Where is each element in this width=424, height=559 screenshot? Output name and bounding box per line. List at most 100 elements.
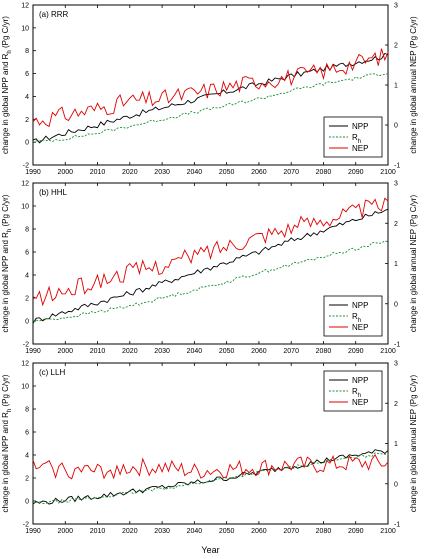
x-tick-label: 2040 [187,348,203,355]
y-tick-label-left: -2 [23,163,29,170]
x-tick-label: 2090 [348,348,364,355]
x-tick-label: 2020 [122,528,138,535]
y-tick-label-right: 3 [394,361,398,368]
x-tick-label: 1990 [25,528,41,535]
x-tick-label: 2020 [122,169,138,176]
y-tick-label-left: 2 [25,296,29,303]
x-tick-label: 2080 [316,528,332,535]
y-tick-label-left: 8 [25,227,29,234]
legend-label: NEP [352,398,368,407]
x-tick-label: 2010 [90,348,106,355]
x-tick-label: 2010 [90,169,106,176]
y-tick-label-left: 8 [25,407,29,414]
panel-label: (c) LLH [39,368,65,377]
x-axis-title: Year [201,545,219,555]
x-tick-label: 2100 [380,169,396,176]
y-tick-label-right: 0 [394,123,398,130]
y-axis-title-right: change in global annual NEP (Pg C/yr) [409,195,418,333]
y-tick-label-left: 6 [25,250,29,257]
x-tick-label: 2070 [283,169,299,176]
x-tick-label: 2030 [154,528,170,535]
x-tick-label: 2070 [283,348,299,355]
y-tick-label-right: 0 [394,481,398,488]
x-tick-label: 2090 [348,169,364,176]
y-tick-label-left: 10 [21,25,29,32]
x-tick-label: 2030 [154,348,170,355]
x-tick-label: 2030 [154,169,170,176]
panel-label: (b) HHL [39,188,68,197]
y-tick-label-left: -2 [23,342,29,349]
y-tick-label-right: 2 [394,401,398,408]
y-tick-label-right: 2 [394,221,398,228]
x-tick-label: 2100 [380,348,396,355]
x-tick-label: 2050 [219,169,235,176]
series-line-npp [32,449,389,505]
chart-panel-1: 1990 2000 2010 2020 2030 2040 2050 2060 2070 2080… [1,3,418,177]
y-axis-title-left: change in global NPP and Rh (Pg C/yr) [1,16,13,154]
y-axis-title-right: change in global annual NEP (Pg C/yr) [409,375,418,513]
y-tick-label-left: 0 [25,499,29,506]
y-tick-label-left: 4 [25,453,29,460]
x-tick-label: 2090 [348,528,364,535]
x-tick-label: 2060 [251,348,267,355]
y-tick-label-left: 0 [25,319,29,326]
series-line-nep [32,197,389,307]
x-tick-label: 2070 [283,528,299,535]
series-line-nep [32,48,389,128]
series-line-nep [32,454,389,480]
x-tick-label: 2100 [380,528,396,535]
y-tick-label-left: 4 [25,273,29,280]
y-tick-label-right: -1 [394,522,400,529]
x-tick-label: 2000 [57,348,73,355]
legend-label: Rh [352,312,361,324]
panel-label: (a) RRR [39,10,69,19]
x-tick-label: 2080 [316,169,332,176]
series-line-npp [32,208,389,324]
x-tick-label: 2020 [122,348,138,355]
x-tick-label: 2060 [251,169,267,176]
y-tick-label-left: 8 [25,48,29,55]
y-tick-label-right: -1 [394,342,400,349]
y-tick-label-left: 12 [21,3,29,10]
x-tick-label: 2040 [187,528,203,535]
y-tick-label-left: 10 [21,384,29,391]
y-tick-label-left: 12 [21,181,29,188]
y-tick-label-right: 0 [394,301,398,308]
legend-label: Rh [352,133,361,145]
x-tick-label: 2040 [187,169,203,176]
legend-label: NEP [352,144,368,153]
x-tick-label: 2000 [57,528,73,535]
y-axis-title-left: change in global NPP and Rh (Pg C/yr) [1,374,13,512]
series-line-r-h [32,452,389,504]
x-tick-label: 1990 [25,169,41,176]
y-axis-title-left: change in global NPP and Rh (Pg C/yr) [1,194,13,332]
y-tick-label-left: 6 [25,71,29,78]
y-tick-label-left: 2 [25,476,29,483]
y-axis-title-right: change in global annual NEP (Pg C/yr) [409,16,418,154]
y-tick-label-left: 6 [25,430,29,437]
y-tick-label-right: -1 [394,163,400,170]
legend-label: NPP [352,376,368,385]
y-tick-label-left: 10 [21,204,29,211]
y-tick-label-left: 2 [25,117,29,124]
series-line-r-h [32,73,389,144]
x-tick-label: 1990 [25,348,41,355]
chart-panel-3: 1990 2000 2010 2020 2030 2040 2050 2060 2070 2080… [1,361,418,556]
x-tick-label: 2050 [219,528,235,535]
x-tick-label: 2080 [316,348,332,355]
y-tick-label-right: 1 [394,441,398,448]
x-tick-label: 2060 [251,528,267,535]
chart-panel-2: 1990 2000 2010 2020 2030 2040 2050 2060 2070 2080… [1,181,418,356]
y-tick-label-right: 1 [394,83,398,90]
legend-label: Rh [352,387,361,399]
legend-label: NPP [352,301,368,310]
x-tick-label: 2050 [219,348,235,355]
x-tick-label: 2000 [57,169,73,176]
y-tick-label-left: 0 [25,140,29,147]
y-tick-label-left: 12 [21,361,29,368]
y-tick-label-right: 3 [394,3,398,10]
series-line-r-h [32,240,389,322]
